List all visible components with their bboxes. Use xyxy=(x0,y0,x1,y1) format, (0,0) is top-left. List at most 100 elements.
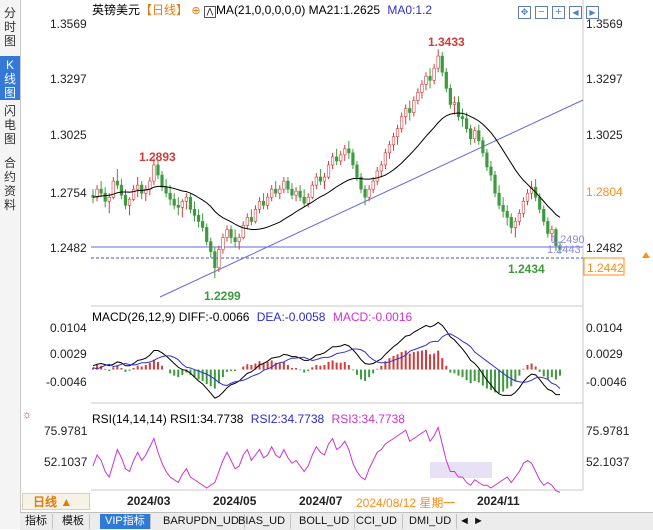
candle xyxy=(233,237,237,242)
zoom-in-icon[interactable]: + xyxy=(552,6,565,19)
candle xyxy=(473,130,477,140)
candle xyxy=(282,180,286,190)
ma-icon[interactable]: ⋀ xyxy=(203,6,216,18)
candle xyxy=(298,190,302,198)
rsi-line xyxy=(92,426,561,493)
macd-diff: DIFF:-0.0066 xyxy=(178,310,250,324)
candle xyxy=(237,237,241,242)
candle xyxy=(347,148,351,154)
tab-flash-label: 闪电图 xyxy=(4,104,17,146)
candle xyxy=(546,221,550,234)
candle xyxy=(290,188,294,196)
alert-icon[interactable] xyxy=(642,252,650,258)
tab-bias[interactable]: BIAS_UD xyxy=(233,514,292,529)
candle xyxy=(424,75,428,85)
candle xyxy=(188,196,193,210)
indicator-tabs: 指标 模板 VIP指标 BARUPDN_UD BIAS_UD BOLL_UD C… xyxy=(20,512,653,530)
candle xyxy=(517,213,521,222)
current-price-label: 1.2804 xyxy=(586,185,623,199)
tab-timeshare[interactable]: 分时图 xyxy=(0,6,20,48)
line-b-label: 1.2443 xyxy=(547,244,581,256)
period-button[interactable]: 日线 ▲ xyxy=(22,493,90,510)
macd-dea: DEA:-0.0058 xyxy=(256,310,326,324)
tab-barupdn[interactable]: BARUPDN_UD xyxy=(158,514,245,529)
macd-label: 0.0104 xyxy=(50,321,87,335)
rsi2-value: RSI2:34.7738 xyxy=(250,412,325,426)
candle xyxy=(209,241,213,252)
trend-line[interactable] xyxy=(159,99,584,298)
rsi-settings-icon[interactable]: ☼ xyxy=(22,409,33,421)
candle xyxy=(241,225,245,238)
tab-vip-indicator[interactable]: VIP指标 xyxy=(100,514,151,529)
zoom-out-icon[interactable]: − xyxy=(535,6,548,19)
price-label-right: 1.2482 xyxy=(586,241,623,255)
ma21-value: MA21:1.2625 xyxy=(308,3,381,17)
candle xyxy=(314,176,318,186)
candle xyxy=(168,192,172,200)
candle xyxy=(525,192,530,202)
tab-template[interactable]: 模板 xyxy=(57,514,90,529)
candle xyxy=(156,164,160,176)
tab-boll[interactable]: BOLL_UD xyxy=(294,514,356,529)
tab-scroll-arrows[interactable]: ◄ ► xyxy=(459,515,484,527)
candle xyxy=(521,200,526,214)
tab-flash[interactable]: 闪电图 xyxy=(0,104,20,148)
move-icon[interactable]: ✥ xyxy=(518,6,531,19)
date-tick: 2024/05 xyxy=(213,494,257,508)
rsi-title: RSI(14,14,14) xyxy=(92,412,167,426)
rsi-label: 52.1037 xyxy=(44,455,88,469)
candle xyxy=(257,200,262,210)
candle xyxy=(343,148,347,156)
candle xyxy=(464,118,469,129)
macd-value: MACD:-0.0016 xyxy=(332,310,413,324)
rsi-label: 75.9781 xyxy=(44,424,88,438)
tab-contract-info[interactable]: 合约资料 xyxy=(0,156,20,216)
symbol-name: 英镑美元 xyxy=(92,3,141,17)
candle xyxy=(253,209,258,222)
price-label-right: 1.3297 xyxy=(586,72,623,86)
chart-header: 英镑美元【日线】 ⊕ ⋀ MA(21,0,0,0,0,0) MA21:1.2625… xyxy=(92,3,432,18)
candle xyxy=(274,188,278,194)
tab-kline[interactable]: K线图 xyxy=(0,56,20,100)
candle xyxy=(383,152,387,166)
candle xyxy=(428,75,432,81)
candle xyxy=(550,229,554,234)
candle xyxy=(261,200,266,206)
candle xyxy=(404,108,408,117)
macd-header: MACD(26,12,9) DIFF:-0.0066 DEA:-0.0058 M… xyxy=(92,310,412,324)
date-tick: 2024/07 xyxy=(299,494,343,508)
candle xyxy=(184,196,189,202)
candle xyxy=(513,221,517,228)
candle xyxy=(127,198,132,206)
candle xyxy=(221,237,225,250)
candle xyxy=(432,67,436,81)
candle xyxy=(217,249,221,269)
arrow-left-icon[interactable]: ◀ xyxy=(569,6,582,19)
candle xyxy=(440,55,444,73)
candle xyxy=(140,184,144,194)
candle xyxy=(136,184,140,190)
rsi-label-right: 75.9781 xyxy=(586,424,630,438)
period-label[interactable]: 【日线】 xyxy=(140,3,189,17)
candle xyxy=(326,164,331,178)
tab-cci[interactable]: CCI_UD xyxy=(351,514,403,529)
tab-dmi[interactable]: DMI_UD xyxy=(404,514,458,529)
current-price-box xyxy=(583,257,625,276)
candle xyxy=(436,55,440,69)
settings-icon[interactable]: ⊕ xyxy=(191,5,201,17)
candle xyxy=(363,188,367,198)
macd-diff-line xyxy=(92,321,560,399)
candle xyxy=(266,196,270,206)
arrow-right-icon[interactable]: ▶ xyxy=(586,6,599,19)
high-annotation: 1.3433 xyxy=(428,35,465,49)
candle xyxy=(123,194,128,206)
candle xyxy=(444,71,448,89)
candle xyxy=(172,198,176,206)
candle xyxy=(205,227,209,242)
tab-indicator[interactable]: 指标 xyxy=(20,514,53,529)
candle xyxy=(400,116,404,129)
macd-title: MACD(26,12,9) xyxy=(92,310,176,324)
candle xyxy=(477,130,481,142)
candle xyxy=(152,164,156,182)
